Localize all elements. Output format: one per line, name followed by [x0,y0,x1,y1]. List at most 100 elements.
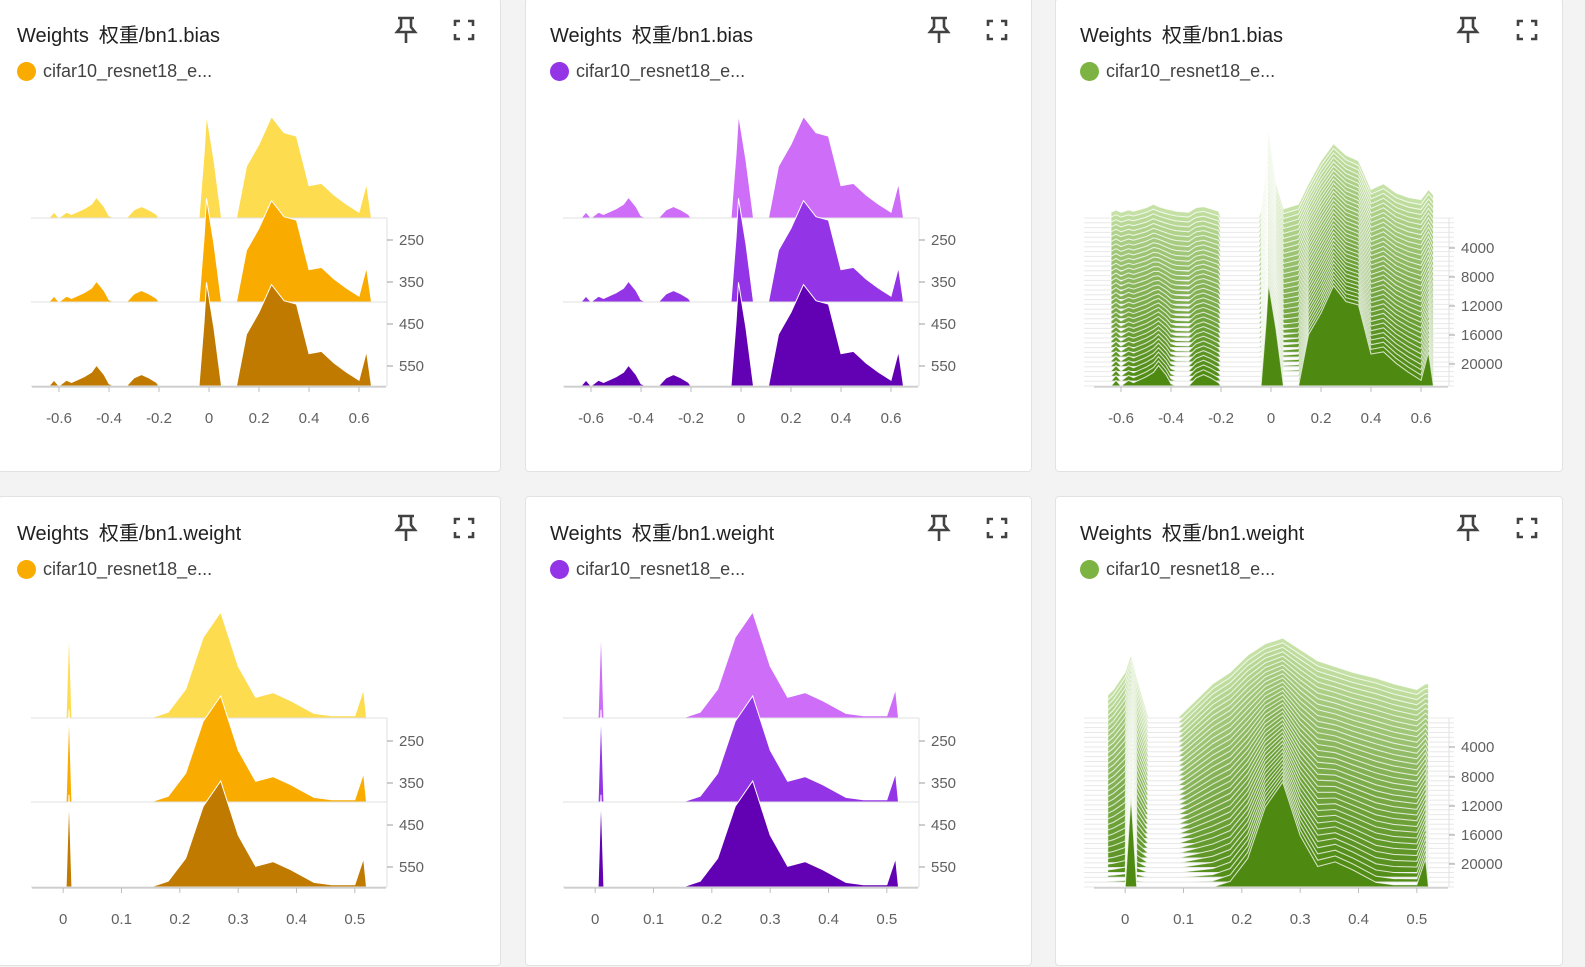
y-tick-label: 12000 [1461,798,1503,815]
run-legend: cifar10_resnet18_e... [550,559,745,580]
card-title: Weights 权重/bn1.weight [1080,523,1305,545]
histogram-slice-350[interactable] [65,694,368,803]
y-tick-label: 550 [399,358,424,375]
y-tick-label: 350 [931,274,956,291]
histogram-slice-250[interactable] [579,114,905,219]
y-tick-label: 250 [931,232,956,249]
run-color-dot [17,560,36,579]
x-tick-label: 0.4 [1348,911,1369,928]
x-tick-label: -0.2 [146,410,172,427]
y-tick-label: 250 [399,733,424,750]
y-axis: 250 350 450 550 [386,218,424,386]
x-tick-label: 0 [59,911,67,928]
y-axis: 250 350 450 550 [918,218,956,386]
pin-icon[interactable] [1453,13,1483,47]
histogram-card-bn1-bias-green: Weights 权重/bn1.bias cifar10_resnet18_e...… [1055,0,1563,472]
y-tick-label: 250 [931,733,956,750]
x-tick-label: 0.2 [1231,911,1252,928]
run-legend: cifar10_resnet18_e... [550,61,745,82]
fullscreen-icon[interactable] [982,511,1012,545]
histogram-card-bn1-weight-purple: Weights 权重/bn1.weight cifar10_resnet18_e.… [525,496,1032,966]
pin-icon[interactable] [1453,511,1483,545]
pin-icon[interactable] [391,13,421,47]
histogram-card-bn1-weight-orange: Weights 权重/bn1.weight cifar10_resnet18_e.… [0,496,501,966]
histogram-chart: 0 0.1 0.2 0.3 0.4 0.5 4000 8000 12000 16000 20000 [1084,637,1503,928]
plot-area [31,114,387,387]
histogram-slice-350[interactable] [597,694,900,803]
x-tick-label: 0 [205,410,213,427]
x-tick-label: 0.4 [818,911,839,928]
x-tick-label: 0.5 [876,911,897,928]
y-tick-label: 550 [931,358,956,375]
x-tick-label: -0.4 [96,410,122,427]
y-axis: 250 350 450 550 [918,718,956,887]
x-tick-label: 0.6 [881,410,902,427]
run-legend: cifar10_resnet18_e... [1080,61,1275,82]
x-tick-label: 0.1 [111,911,132,928]
y-tick-label: 250 [399,232,424,249]
x-axis: -0.6 -0.4 -0.2 0 0.2 0.4 0.6 [564,386,918,427]
plot-area [1084,132,1454,387]
histogram-chart: -0.6 -0.4 -0.2 0 0.2 0.4 0.6 250 350 450 550 [31,114,424,427]
x-tick-label: 0 [1121,911,1129,928]
histogram-chart: -0.6 -0.4 -0.2 0 0.2 0.4 0.6 4000 8000 12000 16000… [1084,132,1503,427]
x-tick-label: 0.2 [249,410,270,427]
x-tick-label: -0.2 [1208,410,1234,427]
plot-area [563,610,919,888]
y-axis: 250 350 450 550 [386,718,424,887]
y-tick-label: 450 [399,817,424,834]
x-tick-label: -0.2 [678,410,704,427]
run-color-dot [1080,62,1099,81]
y-tick-label: 12000 [1461,298,1503,315]
run-legend: cifar10_resnet18_e... [1080,559,1275,580]
y-tick-label: 16000 [1461,827,1503,844]
x-tick-label: 0 [737,410,745,427]
x-axis: 0 0.1 0.2 0.3 0.4 0.5 [564,887,918,928]
card-title: Weights 权重/bn1.bias [550,25,754,47]
x-tick-label: 0.4 [1361,410,1382,427]
pin-icon[interactable] [391,511,421,545]
pin-icon[interactable] [924,13,954,47]
x-tick-label: 0.3 [1290,911,1311,928]
x-tick-label: 0.6 [349,410,370,427]
fullscreen-icon[interactable] [1512,511,1542,545]
x-tick-label: 0.4 [831,410,852,427]
y-tick-label: 450 [931,316,956,333]
pin-icon[interactable] [924,511,954,545]
y-tick-label: 550 [931,859,956,876]
x-tick-label: 0.4 [299,410,320,427]
card-title: Weights 权重/bn1.weight [550,523,775,545]
card-title: Weights 权重/bn1.bias [17,25,221,47]
histogram-slice-250[interactable] [47,114,373,219]
fullscreen-icon[interactable] [449,511,479,545]
fullscreen-icon[interactable] [1512,13,1542,47]
y-tick-label: 350 [399,274,424,291]
histogram-card-bn1-bias-purple: Weights 权重/bn1.bias cifar10_resnet18_e...… [525,0,1032,472]
plot-area [31,610,387,888]
y-tick-label: 4000 [1461,739,1494,756]
x-tick-label: 0.3 [228,911,249,928]
x-tick-label: 0.2 [781,410,802,427]
histogram-chart: 0 0.1 0.2 0.3 0.4 0.5 250 350 450 550 [563,610,956,928]
x-tick-label: 0.4 [286,911,307,928]
histogram-slice-550[interactable] [597,779,900,888]
fullscreen-icon[interactable] [982,13,1012,47]
run-color-dot [550,62,569,81]
x-tick-label: 0.2 [701,911,722,928]
y-tick-label: 16000 [1461,327,1503,344]
fullscreen-icon[interactable] [449,13,479,47]
y-axis: 4000 8000 12000 16000 20000 [1448,218,1503,386]
x-tick-label: -0.6 [578,410,604,427]
histogram-slice[interactable] [1107,780,1430,888]
y-tick-label: 8000 [1461,769,1494,786]
y-tick-label: 8000 [1461,269,1494,286]
run-legend: cifar10_resnet18_e... [17,559,212,580]
x-axis: -0.6 -0.4 -0.2 0 0.2 0.4 0.6 [32,386,386,427]
y-tick-label: 450 [931,817,956,834]
x-tick-label: 0.2 [1311,410,1332,427]
x-tick-label: 0.1 [1173,911,1194,928]
x-tick-label: 0.2 [169,911,190,928]
x-tick-label: 0 [591,911,599,928]
histogram-slice-550[interactable] [65,779,368,888]
y-tick-label: 450 [399,316,424,333]
